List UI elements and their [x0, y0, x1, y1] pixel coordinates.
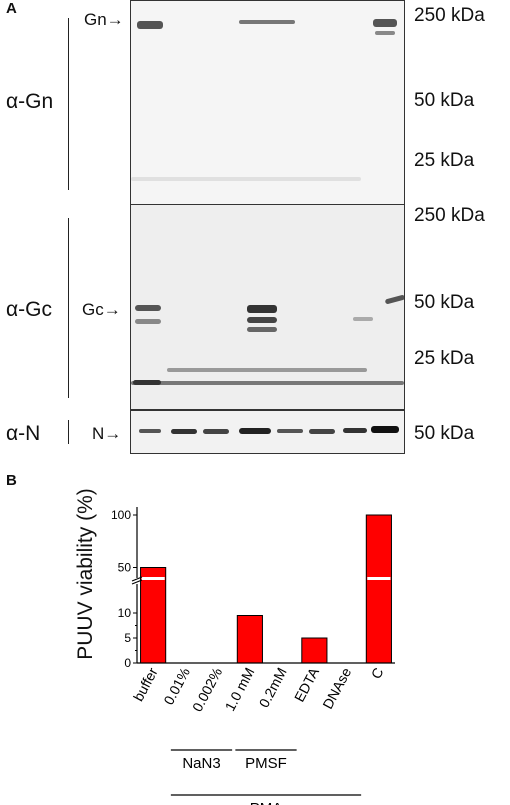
bar-break-stripe: [141, 577, 165, 580]
category-label: EDTA: [291, 664, 322, 704]
n-band-lane7: [343, 428, 367, 433]
band-label-gn: Gn→: [84, 10, 124, 29]
gn-band-lane1: [137, 21, 163, 29]
gn-band-lane4: [239, 20, 295, 24]
n-band-lane8: [371, 426, 399, 433]
category-label: 0.002%: [189, 665, 225, 714]
axis-break-mark: [131, 579, 143, 585]
marker-n-50: 50 kDa: [414, 423, 475, 444]
n-band-lane1: [139, 429, 161, 433]
marker-gn-25: 25 kDa: [414, 150, 475, 171]
gc-band-lane1-bottom: [133, 380, 161, 385]
category-label: DNAse: [319, 665, 354, 712]
group-label-PMSF: PMSF: [245, 755, 287, 772]
gn-band-lane8-b: [375, 31, 395, 35]
gc-band-lane7: [353, 317, 373, 321]
n-band-lane5: [277, 429, 303, 433]
n-band-lane6: [309, 429, 335, 434]
bar-buffer: [140, 567, 167, 664]
marker-gc-50: 50 kDa: [414, 292, 475, 313]
blot-gc: [130, 204, 405, 410]
n-band-lane4: [239, 428, 271, 434]
band-label-gc: Gc→: [82, 300, 121, 319]
gc-band-lane4-b: [247, 317, 277, 323]
y-tick-label: 5: [124, 631, 131, 645]
gc-band-lane1-b: [135, 319, 161, 324]
viability-chart: 0 5 10 50 100 buffer 0.01%0.002%1.0 mM0.2mM EDT…: [111, 507, 395, 805]
y-tick-label: 0: [124, 656, 131, 670]
n-band-lane2: [171, 429, 197, 434]
panel-a-letter: A: [6, 0, 17, 17]
gc-band-bottom-row: [131, 381, 404, 385]
marker-gn-50: 50 kDa: [414, 90, 475, 111]
gn-faint-bottom: [131, 177, 361, 181]
gc-bracket-line: [68, 218, 70, 398]
category-label: 1.0 mM: [221, 665, 257, 714]
bar-break-stripe: [367, 577, 391, 580]
bar-EDTA: [301, 637, 328, 664]
blot-n: [130, 410, 405, 454]
y-tick-label: 10: [118, 606, 132, 620]
bar-1.0 mM: [236, 615, 263, 664]
panel-b-letter: B: [6, 472, 17, 489]
group-label-PMA: PMA: [250, 800, 283, 805]
gn-bracket-line: [68, 18, 70, 190]
category-label: 0.2mM: [256, 665, 290, 710]
blot-gn: [130, 0, 405, 206]
category-label: C: [368, 665, 387, 681]
gc-band-lane4-a: [247, 305, 277, 313]
axis-break-mark: [131, 576, 143, 582]
bar-C: [365, 514, 392, 664]
marker-gn-250: 250 kDa: [414, 5, 485, 26]
category-label: buffer: [130, 665, 161, 704]
marker-gc-250: 250 kDa: [414, 205, 485, 226]
n-bracket-line: [68, 420, 70, 444]
y-tick-label: 50: [118, 561, 132, 575]
y-tick-label: 100: [111, 508, 131, 522]
gc-band-low-row: [167, 368, 367, 372]
group-label-NaN3: NaN3: [182, 755, 220, 772]
category-label: 0.01%: [160, 665, 193, 708]
antibody-label-gc: α-Gc: [6, 298, 52, 321]
gc-band-lane1-a: [135, 305, 161, 311]
antibody-label-gn: α-Gn: [6, 90, 54, 113]
antibody-label-n: α-N: [6, 422, 41, 445]
gn-band-lane8: [373, 19, 397, 27]
marker-gc-25: 25 kDa: [414, 348, 475, 369]
gc-band-lane8: [384, 294, 404, 305]
n-band-lane3: [203, 429, 229, 434]
band-label-n: N→: [92, 424, 122, 443]
gc-band-lane4-c: [247, 327, 277, 332]
